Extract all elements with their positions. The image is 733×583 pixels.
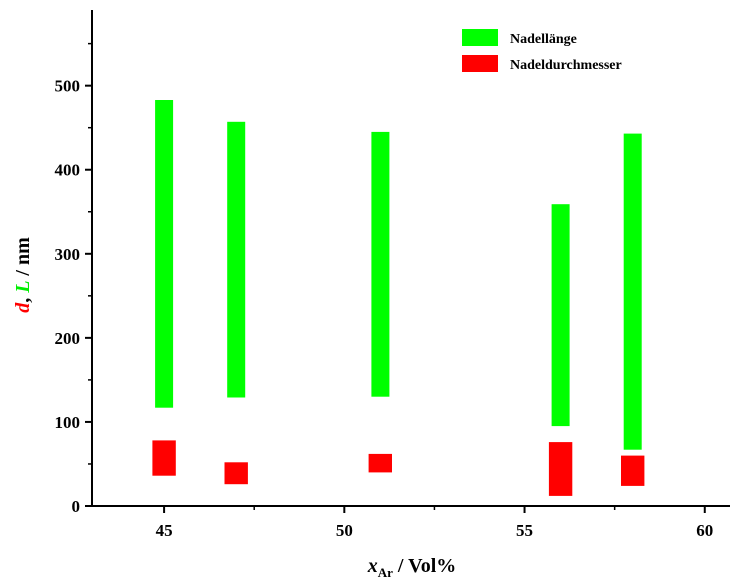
- axes-layer: [91, 10, 730, 507]
- bar-nadellaenge-2: [371, 131, 390, 397]
- bar-nadeldurchmesser-2: [368, 453, 392, 473]
- x-axis-title-subscript: Ar: [378, 565, 393, 580]
- y-tick-label-3: 300: [55, 245, 81, 264]
- x-tick-label-3: 60: [696, 521, 713, 540]
- x-tick-label-1: 50: [336, 521, 353, 540]
- bars-layer: [152, 100, 645, 496]
- bar-nadeldurchmesser-1: [224, 462, 248, 485]
- y-tick-label-0: 0: [72, 497, 81, 516]
- y-tick-label-2: 200: [55, 329, 81, 348]
- y-axis-title-L: L: [12, 281, 34, 294]
- bar-nadellaenge-3: [551, 204, 570, 427]
- bar-nadellaenge-1: [227, 121, 246, 398]
- legend-swatch-nadeldurchmesser: [462, 55, 498, 72]
- y-tick-label-1: 100: [55, 413, 81, 432]
- bar-nadeldurchmesser-3: [548, 442, 573, 496]
- x-axis-title-rest: / Vol%: [393, 555, 456, 577]
- x-axis-title-main: x: [367, 555, 378, 577]
- x-tick-label-2: 55: [516, 521, 533, 540]
- y-tick-label-5: 500: [55, 77, 81, 96]
- x-tick-label-0: 45: [156, 521, 173, 540]
- bar-nadeldurchmesser-4: [621, 455, 645, 486]
- legend-label-nadellaenge: Nadellänge: [510, 32, 577, 47]
- y-axis-title-sep: ,: [12, 293, 34, 303]
- y-axis-title: d, L / nm: [12, 237, 34, 313]
- x-axis-title: xAr / Vol%: [367, 555, 457, 580]
- ticks-layer: 0 100 200 300 400 500 45 50 55 60: [55, 42, 713, 540]
- bar-nadeldurchmesser-0: [152, 440, 176, 476]
- bar-nadellaenge-0: [155, 100, 174, 408]
- y-axis-title-d: d: [12, 302, 34, 313]
- y-tick-label-4: 400: [55, 161, 81, 180]
- y-axis-title-rest: / nm: [12, 237, 34, 281]
- bar-nadellaenge-4: [623, 133, 642, 450]
- legend-swatch-nadellaenge: [462, 29, 498, 46]
- legend-label-nadeldurchmesser: Nadeldurchmesser: [510, 58, 622, 73]
- legend: Nadellänge Nadeldurchmesser: [462, 29, 622, 73]
